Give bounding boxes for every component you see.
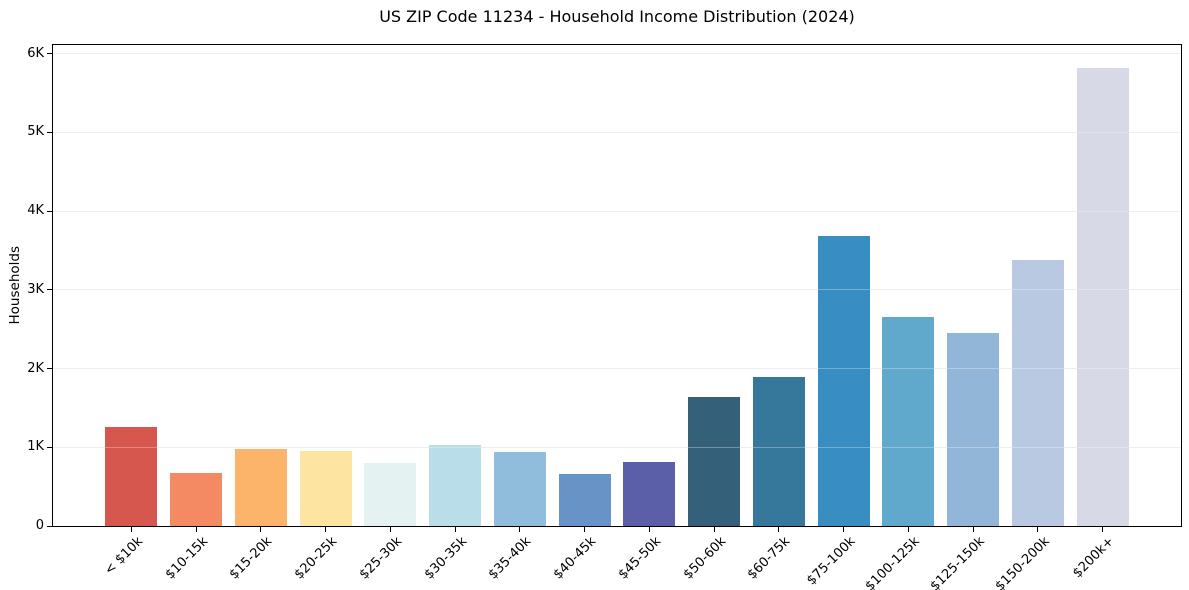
gridline-4K	[53, 210, 1181, 212]
x-tick-mark	[195, 527, 197, 532]
y-tick-mark	[47, 368, 52, 370]
x-tick-label: $45-50k	[615, 534, 664, 583]
bar-$50-60k	[688, 396, 741, 526]
x-tick-label: $150-200k	[992, 534, 1053, 590]
bar-$150-200k	[1011, 260, 1064, 526]
y-tick-label: 4K	[27, 203, 44, 219]
bar-$10-15k	[170, 472, 223, 526]
plot-area	[53, 45, 1181, 526]
y-tick-mark	[47, 53, 52, 55]
y-tick-mark	[47, 210, 52, 212]
y-tick-label: 6K	[27, 45, 44, 61]
x-tick-mark	[389, 527, 391, 532]
bar-$75-100k	[817, 235, 870, 526]
bar-< $10k	[105, 427, 158, 526]
gridline-2K	[53, 368, 1181, 370]
bar-$35-40k	[493, 451, 546, 526]
y-tick-label: 3K	[27, 281, 44, 297]
gridline-5K	[53, 131, 1181, 133]
x-tick-label: $25-30k	[356, 534, 405, 583]
x-tick-label: $10-15k	[162, 534, 211, 583]
x-tick-mark	[454, 527, 456, 532]
x-tick-label: $100-125k	[862, 534, 923, 590]
x-tick-label: < $10k	[101, 534, 146, 579]
x-tick-label: $60-75k	[744, 534, 794, 583]
bar-$25-30k	[364, 462, 417, 526]
bar-$45-50k	[623, 462, 676, 526]
x-tick-mark	[1037, 527, 1039, 532]
x-tick-label: $75-100k	[803, 534, 859, 589]
x-tick-mark	[260, 527, 262, 532]
gridline-1K	[53, 446, 1181, 448]
x-tick-mark	[584, 527, 586, 532]
x-tick-mark	[1102, 527, 1104, 532]
x-tick-label: $200k+	[1070, 534, 1118, 582]
y-tick-mark	[47, 131, 52, 133]
x-tick-mark	[843, 527, 845, 532]
y-tick-mark	[47, 525, 52, 527]
bar-$60-75k	[752, 376, 805, 526]
bar-$20-25k	[299, 451, 352, 526]
gridline-6K	[53, 53, 1181, 55]
y-tick-label: 1K	[27, 439, 44, 455]
x-tick-label: $50-60k	[680, 534, 729, 583]
x-tick-mark	[325, 527, 327, 532]
y-tick-mark	[47, 289, 52, 291]
x-tick-mark	[130, 527, 132, 532]
gridline-3K	[53, 289, 1181, 291]
x-tick-label: $40-45k	[550, 534, 600, 583]
x-tick-mark	[713, 527, 715, 532]
x-tick-mark	[519, 527, 521, 532]
x-tick-label: $35-40k	[485, 534, 535, 583]
x-tick-mark	[778, 527, 780, 532]
bar-$30-35k	[429, 445, 482, 526]
x-tick-label: $30-35k	[421, 534, 470, 583]
x-tick-mark	[648, 527, 650, 532]
y-tick-label: 2K	[27, 360, 44, 376]
x-tick-label: $15-20k	[226, 534, 276, 583]
x-tick-label: $20-25k	[291, 534, 341, 583]
bar-$125-150k	[947, 332, 1000, 526]
gridlines-under	[53, 45, 1181, 526]
y-tick-label: 0	[35, 518, 44, 533]
bar-$40-45k	[558, 473, 611, 526]
y-tick-mark	[47, 446, 52, 448]
chart-title: US ZIP Code 11234 - Household Income Dis…	[379, 7, 855, 26]
x-tick-mark	[907, 527, 909, 532]
x-tick-label: $125-150k	[927, 534, 988, 590]
bars-layer	[53, 45, 1181, 526]
x-tick-mark	[972, 527, 974, 532]
y-tick-label: 5K	[27, 124, 44, 140]
bar-$15-20k	[234, 449, 287, 526]
bar-$100-125k	[882, 316, 935, 526]
bar-$200k+	[1076, 67, 1129, 526]
